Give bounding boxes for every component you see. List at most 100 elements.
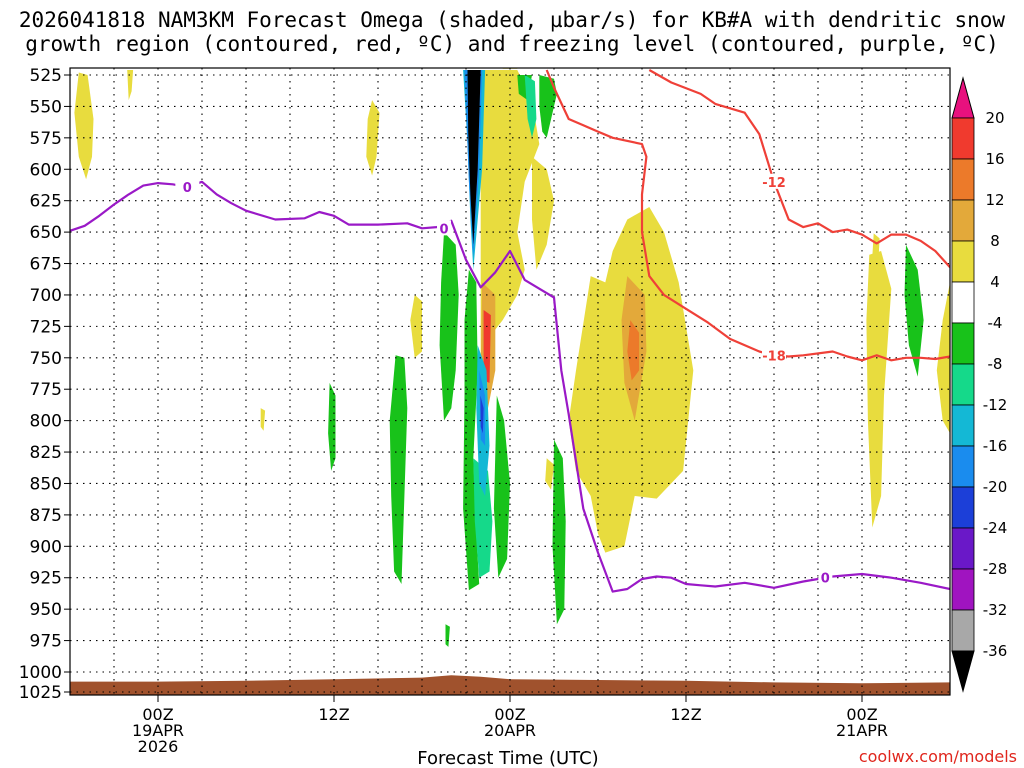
isotherm-minus18-contour (648, 69, 950, 269)
x-tick-label-24-1: 20APR (484, 721, 536, 740)
y-tick-label-625: 625 (30, 192, 62, 212)
colorbar-label-5: -4 (988, 314, 1003, 332)
colorbar-label-1: 16 (985, 150, 1004, 168)
y-tick-label-800: 800 (30, 412, 62, 432)
x-tick-label-48-0: 00Z (846, 705, 877, 724)
omega-region-19 (439, 232, 459, 421)
x-tick-label-48-1: 21APR (836, 721, 888, 740)
y-tick-label-725: 725 (30, 317, 62, 337)
freezing-level-label-0: 0 (439, 222, 448, 237)
y-tick-label-700: 700 (30, 286, 62, 306)
omega-region-28 (524, 75, 537, 138)
colorbar-label-3: 8 (990, 232, 1000, 250)
freezing-level-label-bg-0 (437, 220, 451, 236)
omega-region-7 (410, 294, 422, 358)
x-tick-label-0-0: 00Z (142, 705, 173, 724)
omega-region-2 (366, 100, 380, 176)
y-tick-label-525: 525 (30, 66, 62, 86)
colorbar: 20 16 12 8 4 -4 -8 -12 -16 -20 -24 -28 -32 -36 (951, 76, 1008, 693)
omega-region-17 (328, 382, 336, 471)
colorbar-segment-11 (951, 527, 975, 570)
chart-title-line2: growth region (contoured, red, ºC) and f… (25, 32, 999, 56)
x-tick-label-0-1: 19APR (132, 721, 184, 740)
x-tick-label-12-0: 12Z (318, 705, 349, 724)
colorbar-segment-9 (951, 445, 975, 488)
grid-lines (70, 68, 950, 695)
omega-region-34 (467, 70, 481, 245)
chart-title-line1: 2026041818 NAM3KM Forecast Omega (shaded… (18, 8, 1006, 32)
omega-region-6 (502, 68, 518, 69)
omega-region-18 (389, 355, 408, 584)
x-tick-label-24-0: 00Z (494, 705, 525, 724)
y-tick-label-850: 850 (30, 474, 62, 494)
isotherm-minus18-contour-label: -12 (762, 176, 786, 191)
colorbar-segment-8 (951, 404, 975, 447)
omega-region-3 (480, 70, 540, 371)
isotherm-minus12-contour (545, 69, 950, 362)
colorbar-label-8: -16 (983, 437, 1008, 455)
colorbar-label-9: -20 (983, 478, 1008, 496)
colorbar-segment-7 (951, 363, 975, 406)
colorbar-label-13: -36 (983, 642, 1008, 660)
y-tick-label-675: 675 (30, 255, 62, 275)
omega-region-22 (552, 439, 566, 625)
x-axis-label: Forecast Time (UTC) (417, 748, 598, 768)
y-tick-label-900: 900 (30, 537, 62, 557)
colorbar-label-11: -28 (983, 560, 1008, 578)
omega-region-27 (473, 458, 493, 578)
omega-region-0 (74, 72, 94, 180)
y-tick-label-875: 875 (30, 506, 62, 526)
colorbar-segment-1 (951, 117, 975, 160)
y-tick-label-600: 600 (30, 160, 62, 180)
y-tick-label-1000: 1000 (19, 663, 62, 683)
contours: 0 0 0 -18 -12 (70, 69, 950, 593)
colorbar-segment-10 (951, 486, 975, 529)
x-tick-label-0-2: 2026 (138, 737, 179, 756)
omega-region-25 (445, 624, 450, 647)
omega-region-21 (493, 395, 510, 578)
colorbar-label-2: 12 (985, 191, 1004, 209)
isotherm-minus12-contour-label: -18 (762, 349, 786, 364)
colorbar-segment-5 (951, 281, 975, 324)
colorbar-label-10: -24 (983, 519, 1008, 537)
colorbar-arrow-top (951, 76, 975, 119)
y-tick-label-750: 750 (30, 349, 62, 369)
omega-region-4 (532, 156, 554, 270)
y-tick-label-550: 550 (30, 97, 62, 117)
y-tick-label-775: 775 (30, 380, 62, 400)
colorbar-segment-12 (951, 568, 975, 611)
colorbar-segment-4 (951, 240, 975, 283)
colorbar-label-6: -8 (988, 355, 1003, 373)
x-tick-label-36-0: 12Z (670, 705, 701, 724)
freezing-level-contour-label-bg (175, 178, 200, 194)
y-axis: 525 550 575 600 625 650 675 700 725 750 775 800 825 8… (19, 66, 70, 703)
colorbar-segment-3 (951, 199, 975, 242)
y-tick-label-950: 950 (30, 600, 62, 620)
omega-region-12 (545, 458, 554, 490)
colorbar-arrow-bottom (951, 650, 975, 693)
omega-region-16 (483, 310, 491, 383)
colorbar-label-0: 20 (985, 109, 1004, 127)
omega-shading (74, 68, 950, 647)
omega-region-14 (627, 320, 640, 381)
freezing-level-label-1: 0 (821, 572, 830, 587)
y-tick-label-1025: 1025 (19, 683, 62, 703)
credit-link[interactable]: coolwx.com/models (859, 747, 1017, 766)
isotherm-minus12-contour-label-bg (762, 347, 786, 363)
colorbar-segment-2 (951, 158, 975, 201)
freezing-level-contour-label: 0 (183, 181, 192, 196)
omega-region-10 (866, 251, 892, 528)
y-tick-label-925: 925 (30, 569, 62, 589)
colorbar-label-7: -12 (983, 396, 1008, 414)
colorbar-label-12: -32 (983, 601, 1008, 619)
colorbar-segment-13 (951, 609, 975, 652)
colorbar-label-4: 4 (990, 273, 1000, 291)
y-tick-label-825: 825 (30, 443, 62, 463)
omega-region-1 (127, 70, 134, 101)
omega-region-33 (480, 395, 484, 434)
y-tick-label-575: 575 (30, 129, 62, 149)
omega-region-8 (260, 408, 266, 431)
freezing-level-label-bg-1 (818, 569, 833, 585)
